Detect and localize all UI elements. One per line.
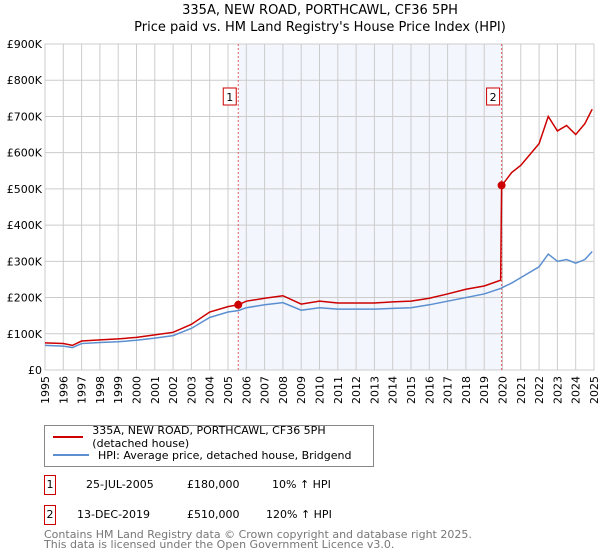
property-price-line: [44, 108, 593, 347]
annotation-label: 1: [226, 91, 233, 104]
x-tick-label: 2006: [240, 376, 253, 404]
sale-date: 13-DEC-2019: [77, 508, 151, 521]
x-tick-label: 2007: [259, 376, 272, 404]
sale-hpi: 10% ↑ HPI: [272, 478, 331, 491]
x-tick-label: 2018: [460, 376, 473, 404]
plot-frame: [44, 43, 595, 371]
x-tick-label: 2012: [350, 376, 363, 404]
y-tick-label: £900K: [7, 38, 43, 51]
x-tick-label: 1997: [76, 376, 89, 404]
footer-line: This data is licensed under the Open Gov…: [44, 538, 395, 551]
y-tick-label: £300K: [7, 255, 43, 268]
legend-label: 335A, NEW ROAD, PORTHCAWL, CF36 5PH (det…: [92, 424, 326, 450]
blue-line-swatch: [53, 454, 89, 456]
x-tick-label: 2016: [423, 376, 436, 404]
sale-badge: 2: [44, 505, 56, 525]
shaded-ownership-period: [238, 44, 502, 370]
y-tick-label: £200K: [7, 292, 43, 305]
x-tick-label: 2015: [405, 376, 418, 404]
subtitle-line: Price paid vs. HM Land Registry's House …: [134, 20, 506, 35]
x-tick-label: 2005: [222, 376, 235, 404]
x-tick-label: 2024: [570, 376, 583, 404]
price-chart: 1995 1996 1997 1998 1999 2000 2001 2002 2003 2004…: [7, 38, 600, 404]
x-tick-label: 2003: [185, 376, 198, 404]
sale-point: [234, 300, 243, 309]
y-tick-label: £800K: [7, 74, 43, 87]
y-tick-label: £500K: [7, 183, 43, 196]
y-tick-label: £400K: [7, 219, 43, 232]
chart-title: 335A, NEW ROAD, PORTHCAWL, CF36 5PH Price…: [0, 2, 600, 36]
x-tick-label: 1999: [112, 376, 125, 404]
x-tick-label: 2002: [167, 376, 180, 404]
legend-label: HPI: Average price, detached house, Brid…: [98, 448, 352, 462]
annotation-box: [222, 87, 237, 106]
annotation-label: 2: [490, 91, 497, 104]
sale-price: £510,000: [187, 508, 240, 521]
x-tick-label: 2023: [551, 376, 564, 404]
x-tick-label: 2013: [368, 376, 381, 404]
sale-date: 25-JUL-2005: [86, 478, 154, 491]
x-tick-label: 2001: [149, 376, 162, 404]
sale-row: 2 13-DEC-2019 £510,000 120% ↑ HPI: [44, 505, 444, 525]
sale-row: 1 25-JUL-2005 £180,000 10% ↑ HPI: [44, 475, 444, 495]
legend: 335A, NEW ROAD, PORTHCAWL, CF36 5PH (det…: [44, 424, 374, 467]
x-tick-label: 2009: [295, 376, 308, 404]
legend-item-hpi: HPI: Average price, detached house, Brid…: [53, 447, 351, 463]
x-tick-label: 2019: [478, 376, 491, 404]
x-tick-label: 2004: [204, 376, 217, 404]
x-tick-label: 2025: [588, 376, 600, 404]
x-tick-label: 2011: [332, 376, 345, 404]
sale-price: £180,000: [187, 478, 240, 491]
x-tick-label: 1995: [39, 376, 52, 404]
y-tick-label: £700K: [7, 110, 43, 123]
sale-badge: 1: [44, 475, 56, 495]
x-tick-label: 1996: [57, 376, 70, 404]
legend-item-property: 335A, NEW ROAD, PORTHCAWL, CF36 5PH (det…: [53, 424, 373, 450]
x-tick-label: 2021: [515, 376, 528, 404]
x-tick-label: 2000: [131, 376, 144, 404]
y-tick-label: £600K: [7, 147, 43, 160]
x-tick-label: 2010: [314, 376, 327, 404]
x-tick-label: 2014: [387, 376, 400, 404]
y-tick-label: £0: [28, 364, 42, 377]
hpi-line: [44, 251, 593, 349]
x-tick-label: 2008: [277, 376, 290, 404]
footer: Contains HM Land Registry data © Crown c…: [44, 528, 472, 551]
y-tick-label: £100K: [7, 328, 43, 341]
footer-line: Contains HM Land Registry data © Crown c…: [44, 528, 472, 541]
title-line: 335A, NEW ROAD, PORTHCAWL, CF36 5PH: [182, 3, 458, 18]
x-tick-label: 1998: [94, 376, 107, 404]
x-tick-label: 2017: [442, 376, 455, 404]
red-line-swatch: [53, 436, 84, 438]
annotation-box: [486, 87, 501, 106]
sale-hpi: 120% ↑ HPI: [266, 508, 332, 521]
x-tick-label: 2020: [497, 376, 510, 404]
sale-point: [497, 181, 506, 190]
x-tick-label: 2022: [533, 376, 546, 404]
